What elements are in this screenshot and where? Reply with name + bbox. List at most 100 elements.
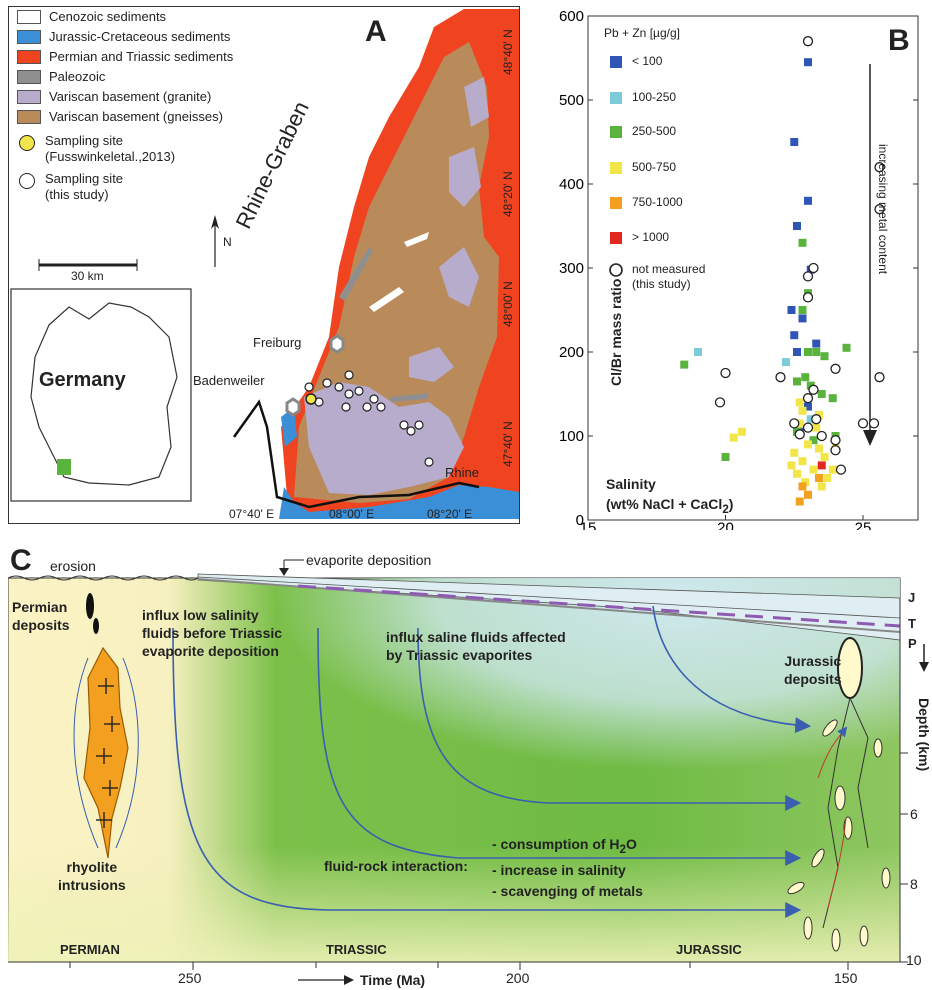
data-point: [830, 435, 841, 446]
data-point: [830, 363, 841, 374]
legend-swatch: [17, 49, 41, 64]
germany-label: Germany: [39, 369, 126, 391]
time-tick: 200: [506, 970, 530, 986]
data-point: [817, 461, 826, 470]
legend-open-circle: [609, 263, 623, 277]
data-point: [802, 422, 814, 433]
badenweiler-label: Badenweiler: [193, 373, 265, 388]
depth-tick: 8: [910, 876, 918, 892]
legend-open-label: not measured (this study): [632, 262, 706, 291]
y-axis-label: Cl/Br mass ratio: [608, 278, 624, 386]
data-point: [812, 339, 821, 348]
data-point: [798, 314, 807, 323]
fluid-path: [652, 605, 812, 734]
data-point: [823, 474, 832, 482]
metal-arrow-head: [863, 430, 877, 446]
y-tick-label: 600: [559, 8, 584, 25]
legend-label: < 100: [632, 54, 663, 68]
legend-label: Cenozoic sediments: [49, 9, 167, 24]
data-point: [830, 445, 841, 456]
evaporite-label: evaporite deposition: [306, 552, 432, 568]
legend-label: Paleozoic: [49, 69, 106, 84]
data-point: [798, 482, 807, 491]
lat-label: 48°40' N: [501, 29, 515, 75]
data-point: [815, 444, 823, 453]
site-thisstudy-legend: Sampling site (this study): [45, 171, 124, 202]
y-tick-label: 300: [559, 260, 584, 277]
legend-swatch: [610, 197, 622, 209]
data-point: [874, 204, 885, 215]
data-point: [787, 306, 796, 314]
data-point: [790, 138, 799, 146]
x-axis-label-1: Salinity: [606, 476, 656, 492]
erosion-line: [8, 575, 199, 581]
data-point: [808, 384, 819, 395]
rhine-label: Rhine: [445, 465, 479, 480]
legend-title: Pb + Zn [µg/g]: [604, 26, 680, 40]
strat-p: P: [908, 636, 917, 651]
site-thisstudy-symbol: [19, 173, 35, 189]
data-point: [793, 348, 801, 356]
metal-arrow-label: increasing metal content: [876, 144, 890, 275]
legend-label: > 1000: [632, 230, 670, 244]
data-point: [857, 418, 869, 429]
jurassic-deposit: [837, 637, 863, 699]
fluid-rock-label: fluid-rock interaction:: [324, 858, 468, 874]
rhyolite-label: rhyolite intrusions: [58, 859, 126, 893]
data-point: [795, 419, 804, 428]
panel-c-diagram: C erosion evaporite deposition Permian de…: [8, 544, 932, 988]
sampling-sites: [304, 370, 434, 467]
scatter-chart: 0 100 200 300 400 500 600 15 20 25: [559, 8, 919, 530]
lon-label: 08°20' E: [427, 507, 473, 521]
site-fusswinkel-symbol: [19, 135, 35, 151]
data-point: [812, 423, 821, 432]
panel-a-letter: A: [365, 15, 387, 48]
data-point: [798, 457, 807, 466]
data-point: [729, 433, 738, 442]
data-point: [798, 406, 807, 415]
data-point: [817, 482, 826, 491]
y-tick-label: 0: [576, 512, 584, 529]
data-point: [738, 427, 746, 436]
data-point: [801, 373, 810, 382]
panel-b-chart: 0 100 200 300 400 500 600 15 20 25 B Pb + Zn [µg/…: [548, 6, 932, 530]
data-point: [787, 461, 796, 470]
site-fusswinkel-legend: Sampling site (Fusswinkeletal.,2013): [45, 133, 176, 164]
scale-label: 30 km: [71, 269, 104, 283]
legend-swatch: [17, 9, 41, 24]
data-point: [835, 464, 847, 475]
x-tick-label: 15: [580, 519, 597, 530]
panel-a-map: Cenozoic sediments Jurassic-Cretaceous s…: [8, 6, 520, 524]
data-point: [804, 196, 812, 205]
plot-frame: [587, 15, 919, 521]
legend-label: 100-250: [632, 90, 677, 104]
time-tick: 150: [834, 970, 858, 986]
rhine-river: [232, 399, 480, 509]
permian-deposit: [86, 593, 94, 619]
legend-label: Variscan basement (granite): [49, 89, 212, 104]
permian-deposits-label: Permian deposits: [12, 599, 70, 633]
data-point: [809, 465, 818, 474]
legend-label: 250-500: [632, 124, 677, 138]
data-point: [804, 440, 812, 449]
legend-swatch: [17, 69, 41, 84]
study-area-marker: [57, 459, 71, 475]
y-tick-label: 100: [559, 428, 584, 445]
data-point: [804, 348, 812, 356]
fluid-rock-effects: - consumption of H2O - increase in salini…: [492, 836, 643, 899]
data-point: [802, 36, 814, 47]
lat-label: 48°20' N: [501, 171, 515, 217]
freiburg-marker: [329, 334, 345, 354]
freiburg-label: Freiburg: [253, 335, 302, 350]
erosion-label: erosion: [50, 558, 96, 574]
germany-inset: [10, 288, 192, 502]
data-point: [795, 398, 804, 407]
fluid-path: [317, 627, 802, 866]
data-point: [782, 358, 790, 367]
legend-swatch: [17, 89, 41, 104]
data-point: [793, 222, 801, 230]
data-point: [714, 397, 726, 408]
data-point: [721, 453, 730, 461]
fluid-path: [172, 627, 802, 918]
influx-low-label: influx low salinity fluids before Triassi…: [142, 607, 283, 659]
